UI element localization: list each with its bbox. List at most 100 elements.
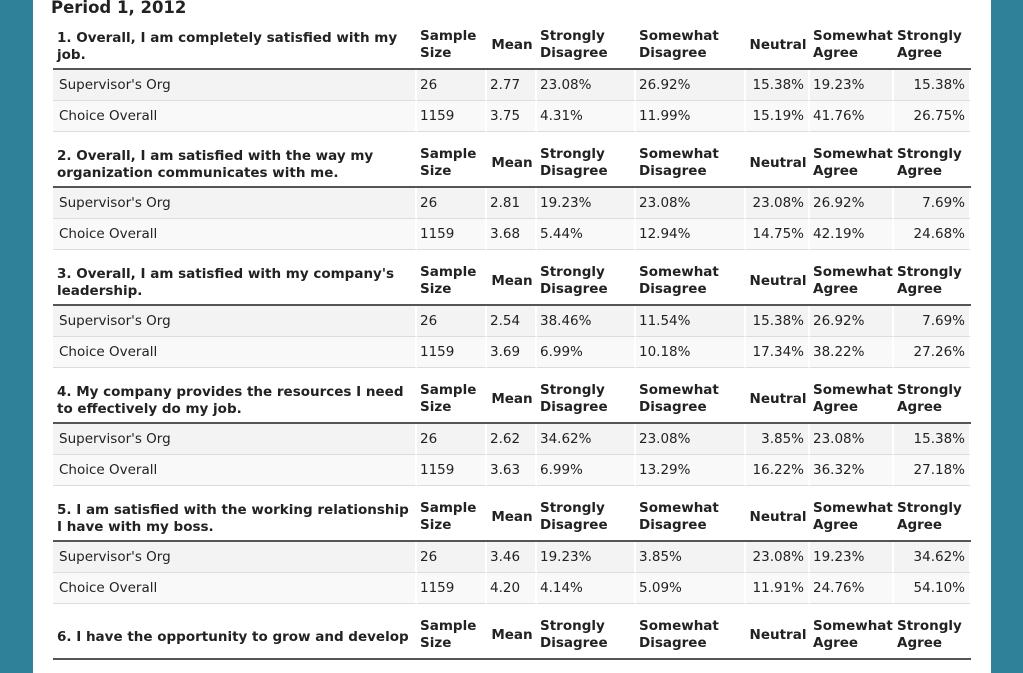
header-somewhat-agree: Somewhat Agree <box>810 376 894 424</box>
sample-size-cell: 26 <box>417 188 487 219</box>
neutral-cell: 11.91% <box>746 573 810 604</box>
sample-size-cell: 1159 <box>417 455 487 486</box>
row-label: Supervisor's Org <box>53 306 417 337</box>
strongly-agree-cell: 34.62% <box>894 542 971 573</box>
sample-size-cell: 26 <box>417 306 487 337</box>
strongly-disagree-cell: 23.08% <box>537 70 636 101</box>
table-row: Supervisor's Org 26 2.54 38.46% 11.54% 15.38%… <box>53 306 971 337</box>
header-somewhat-agree: Somewhat Agree <box>810 494 894 542</box>
question-text: 4. My company provides the resources I n… <box>53 376 417 424</box>
header-somewhat-agree: Somewhat Agree <box>810 258 894 306</box>
strongly-agree-cell: 24.68% <box>894 219 971 250</box>
header-strongly-disagree: Strongly Disagree <box>537 612 636 660</box>
header-somewhat-disagree: Somewhat Disagree <box>636 612 746 660</box>
somewhat-agree-cell: 42.19% <box>810 219 894 250</box>
neutral-cell: 14.75% <box>746 219 810 250</box>
somewhat-agree-cell: 24.76% <box>810 573 894 604</box>
header-mean: Mean <box>487 494 537 542</box>
header-sample-size: Sample Size <box>417 140 487 188</box>
header-somewhat-disagree: Somewhat Disagree <box>636 376 746 424</box>
somewhat-agree-cell: 36.32% <box>810 455 894 486</box>
header-strongly-disagree: Strongly Disagree <box>537 140 636 188</box>
row-label: Choice Overall <box>53 455 417 486</box>
somewhat-disagree-cell: 11.99% <box>636 101 746 132</box>
mean-cell: 3.63 <box>487 455 537 486</box>
strongly-agree-cell: 54.10% <box>894 573 971 604</box>
row-label: Choice Overall <box>53 219 417 250</box>
strongly-disagree-cell: 5.44% <box>537 219 636 250</box>
header-sample-size: Sample Size <box>417 494 487 542</box>
header-neutral: Neutral <box>746 376 810 424</box>
header-neutral: Neutral <box>746 612 810 660</box>
header-somewhat-disagree: Somewhat Disagree <box>636 140 746 188</box>
header-row: 1. Overall, I am completely satisfied wi… <box>53 22 971 70</box>
header-strongly-disagree: Strongly Disagree <box>537 494 636 542</box>
row-label: Choice Overall <box>53 101 417 132</box>
somewhat-agree-cell: 19.23% <box>810 542 894 573</box>
mean-cell: 4.20 <box>487 573 537 604</box>
strongly-disagree-cell: 19.23% <box>537 542 636 573</box>
header-neutral: Neutral <box>746 258 810 306</box>
table-row: Supervisor's Org 26 2.62 34.62% 23.08% 3.85% 2… <box>53 424 971 455</box>
sample-size-cell: 1159 <box>417 573 487 604</box>
header-mean: Mean <box>487 376 537 424</box>
header-sample-size: Sample Size <box>417 22 487 70</box>
strongly-disagree-cell: 19.23% <box>537 188 636 219</box>
question-table-5: 5. I am satisfied with the working relat… <box>53 494 971 604</box>
neutral-cell: 16.22% <box>746 455 810 486</box>
table-row: Supervisor's Org 26 3.46 19.23% 3.85% 23.08% 1… <box>53 542 971 573</box>
strongly-agree-cell: 15.38% <box>894 424 971 455</box>
somewhat-disagree-cell: 13.29% <box>636 455 746 486</box>
sample-size-cell: 26 <box>417 542 487 573</box>
neutral-cell: 15.38% <box>746 306 810 337</box>
strongly-agree-cell: 27.18% <box>894 455 971 486</box>
somewhat-disagree-cell: 23.08% <box>636 188 746 219</box>
strongly-disagree-cell: 38.46% <box>537 306 636 337</box>
header-neutral: Neutral <box>746 140 810 188</box>
somewhat-disagree-cell: 3.85% <box>636 542 746 573</box>
sample-size-cell: 1159 <box>417 337 487 368</box>
strongly-agree-cell: 26.75% <box>894 101 971 132</box>
question-text: 3. Overall, I am satisfied with my compa… <box>53 258 417 306</box>
neutral-cell: 23.08% <box>746 542 810 573</box>
header-strongly-agree: Strongly Agree <box>894 258 971 306</box>
question-table-1: 1. Overall, I am completely satisfied wi… <box>53 22 971 132</box>
strongly-disagree-cell: 6.99% <box>537 455 636 486</box>
header-mean: Mean <box>487 612 537 660</box>
somewhat-agree-cell: 41.76% <box>810 101 894 132</box>
header-somewhat-disagree: Somewhat Disagree <box>636 258 746 306</box>
header-mean: Mean <box>487 258 537 306</box>
table-row: Choice Overall 1159 4.20 4.14% 5.09% 11.91% 24… <box>53 573 971 604</box>
mean-cell: 3.68 <box>487 219 537 250</box>
question-table-4: 4. My company provides the resources I n… <box>53 376 971 486</box>
neutral-cell: 15.19% <box>746 101 810 132</box>
neutral-cell: 23.08% <box>746 188 810 219</box>
mean-cell: 2.81 <box>487 188 537 219</box>
somewhat-agree-cell: 23.08% <box>810 424 894 455</box>
strongly-disagree-cell: 6.99% <box>537 337 636 368</box>
somewhat-agree-cell: 19.23% <box>810 70 894 101</box>
table-row: Supervisor's Org 26 2.81 19.23% 23.08% 23.08%… <box>53 188 971 219</box>
table-row: Choice Overall 1159 3.68 5.44% 12.94% 14.75% 4… <box>53 219 971 250</box>
mean-cell: 3.75 <box>487 101 537 132</box>
question-text: 5. I am satisfied with the working relat… <box>53 494 417 542</box>
somewhat-disagree-cell: 10.18% <box>636 337 746 368</box>
somewhat-disagree-cell: 23.08% <box>636 424 746 455</box>
row-label: Supervisor's Org <box>53 424 417 455</box>
somewhat-agree-cell: 38.22% <box>810 337 894 368</box>
header-mean: Mean <box>487 140 537 188</box>
table-row: Choice Overall 1159 3.63 6.99% 13.29% 16.22% 3… <box>53 455 971 486</box>
header-row: 3. Overall, I am satisfied with my compa… <box>53 258 971 306</box>
mean-cell: 2.62 <box>487 424 537 455</box>
report-panel: Period 1, 2012 1. Overall, I am complete… <box>33 0 991 673</box>
somewhat-agree-cell: 26.92% <box>810 188 894 219</box>
row-label: Supervisor's Org <box>53 542 417 573</box>
somewhat-disagree-cell: 26.92% <box>636 70 746 101</box>
table-row: Supervisor's Org 26 2.77 23.08% 26.92% 15.38%… <box>53 70 971 101</box>
header-strongly-agree: Strongly Agree <box>894 376 971 424</box>
header-row: 6. I have the opportunity to grow and de… <box>53 612 971 660</box>
strongly-disagree-cell: 34.62% <box>537 424 636 455</box>
header-somewhat-agree: Somewhat Agree <box>810 22 894 70</box>
mean-cell: 2.54 <box>487 306 537 337</box>
question-table-3: 3. Overall, I am satisfied with my compa… <box>53 258 971 368</box>
